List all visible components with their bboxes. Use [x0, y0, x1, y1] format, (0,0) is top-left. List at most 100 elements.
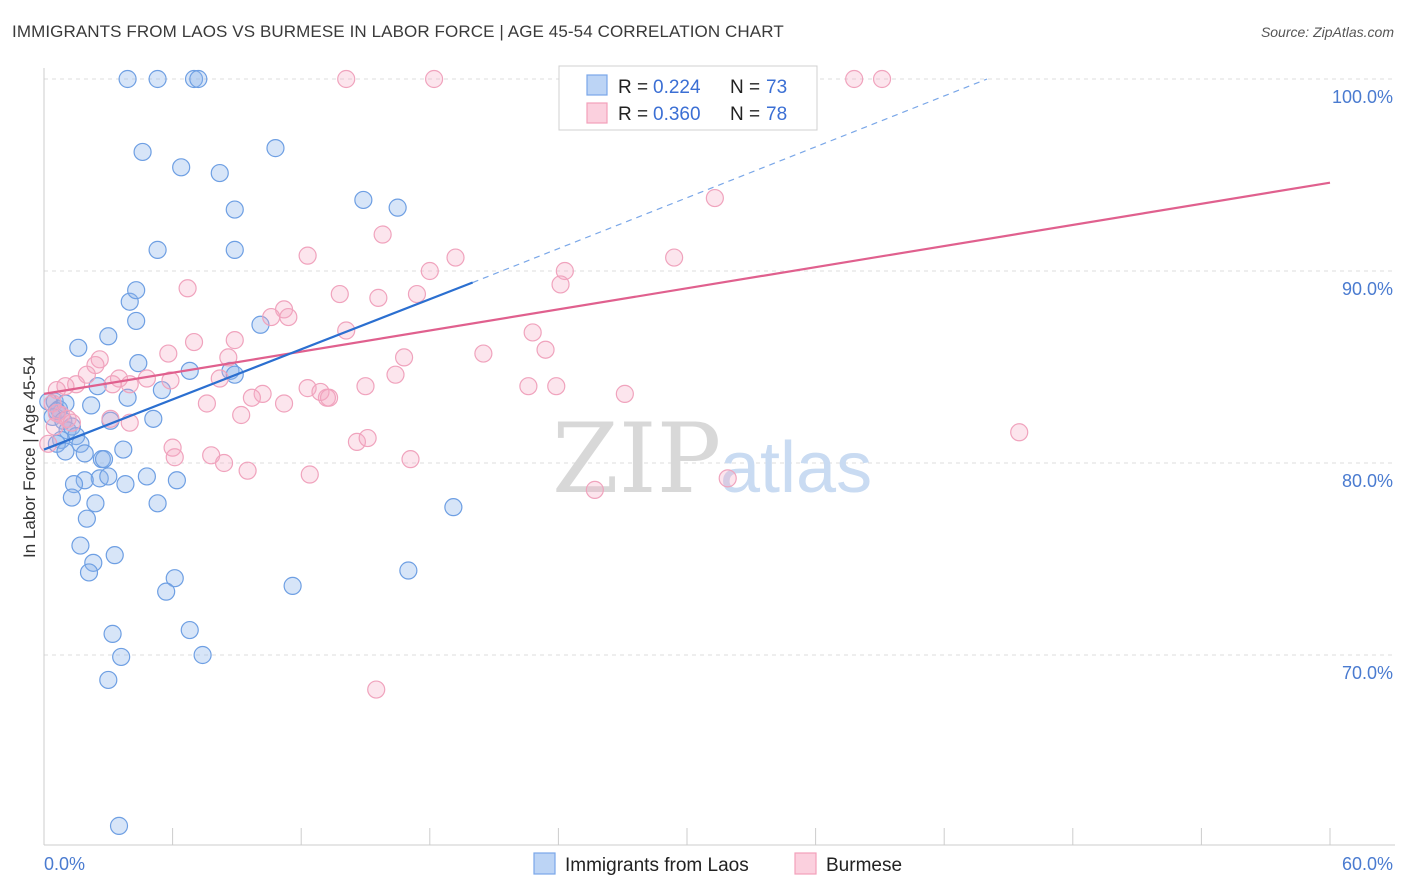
laos-point: [116, 475, 135, 494]
trend-lines: [43, 78, 1331, 451]
laos-point: [283, 576, 302, 595]
burmese-n-label: N =: [730, 104, 760, 125]
laos-point: [69, 338, 88, 357]
laos-point: [75, 471, 94, 490]
burmese-point: [165, 448, 184, 467]
burmese-point: [197, 394, 216, 413]
laos-point: [266, 139, 285, 158]
burmese-point: [279, 307, 298, 327]
laos-point: [79, 563, 99, 582]
laos-trend-line: [43, 281, 474, 451]
laos-r-label: R =: [618, 77, 648, 98]
burmese-point: [358, 428, 377, 448]
burmese-point: [45, 417, 64, 436]
watermark-atlas: atlas: [720, 428, 872, 508]
laos-point: [64, 475, 84, 494]
laos-point: [148, 240, 167, 259]
burmese-point: [159, 344, 178, 363]
burmese-point: [555, 261, 574, 281]
series-laos-points: [39, 69, 463, 835]
laos-point: [137, 467, 156, 486]
laos-point: [127, 311, 146, 331]
laos-point: [144, 409, 163, 428]
y-tick-label: 90.0%: [1342, 279, 1393, 299]
burmese-point: [225, 331, 244, 350]
burmese-trend-line: [43, 181, 1331, 395]
legend-laos-label: Immigrants from Laos: [565, 855, 749, 876]
laos-point: [99, 327, 118, 346]
laos-point: [148, 494, 167, 513]
laos-point: [133, 142, 152, 162]
burmese-point: [420, 261, 439, 281]
burmese-point: [369, 288, 388, 307]
laos-point: [82, 396, 101, 415]
burmese-point: [474, 344, 493, 363]
laos-point: [105, 546, 124, 565]
burmese-n-value: 78: [766, 104, 787, 125]
burmese-point: [872, 69, 892, 89]
burmese-point: [523, 323, 542, 342]
burmese-point: [386, 365, 405, 384]
laos-point: [99, 670, 118, 690]
burmese-point: [1010, 423, 1029, 442]
x-tick-labels: 0.0% 60.0%: [44, 854, 1393, 874]
watermark: ZIP atlas: [552, 403, 872, 515]
burmese-point: [536, 340, 555, 359]
stats-legend: R = 0.224 N = 73 R = 0.360 N = 78: [558, 65, 818, 131]
burmese-point: [161, 371, 180, 390]
laos-point: [99, 467, 118, 486]
laos-point: [157, 582, 176, 601]
laos-point: [118, 69, 137, 89]
laos-point: [120, 292, 139, 311]
laos-swatch: [586, 74, 608, 96]
burmese-point: [705, 188, 724, 208]
burmese-point: [337, 69, 356, 89]
y-tick-label: 70.0%: [1342, 663, 1393, 683]
laos-point: [86, 494, 105, 513]
burmese-point: [407, 284, 427, 304]
burmese-point: [615, 384, 634, 403]
y-axis-label: In Labor Force | Age 45-54: [20, 356, 39, 558]
legend-laos-swatch: [533, 852, 556, 875]
source-label: Source: ZipAtlas.com: [1260, 24, 1394, 40]
burmese-r-label: R =: [618, 104, 648, 125]
burmese-point: [551, 275, 570, 294]
legend-burmese-swatch: [794, 852, 817, 875]
burmese-point: [585, 480, 604, 499]
legend-burmese-label: Burmese: [826, 855, 902, 876]
burmese-point: [718, 469, 737, 488]
burmese-point: [356, 377, 375, 396]
series-legend: Immigrants from Laos Burmese: [533, 852, 902, 876]
laos-point: [114, 440, 133, 459]
laos-trend-extension: [472, 78, 988, 284]
burmese-point: [178, 279, 197, 298]
burmese-point: [300, 465, 319, 484]
burmese-point: [347, 432, 367, 451]
burmese-point: [219, 348, 238, 367]
laos-point: [225, 200, 244, 219]
burmese-point: [665, 248, 684, 267]
laos-n-label: N =: [730, 77, 760, 98]
laos-point: [388, 198, 407, 217]
burmese-point: [298, 246, 317, 265]
laos-point: [180, 620, 199, 640]
burmese-point: [845, 69, 864, 89]
burmese-swatch: [586, 102, 608, 124]
x-tick-label: 0.0%: [44, 854, 85, 874]
laos-point: [127, 281, 146, 300]
laos-point: [354, 190, 373, 210]
burmese-point: [330, 284, 349, 304]
laos-point: [118, 388, 137, 407]
y-tick-label: 100.0%: [1332, 87, 1393, 107]
laos-point: [112, 647, 131, 667]
y-tick-labels: 70.0% 80.0% 90.0% 100.0%: [1332, 87, 1393, 683]
burmese-point: [446, 248, 465, 267]
axes: [43, 68, 1395, 846]
burmese-point: [253, 384, 272, 403]
laos-point: [172, 158, 191, 177]
laos-n-value: 73: [766, 77, 787, 98]
laos-point: [444, 498, 463, 517]
burmese-point: [424, 69, 444, 89]
burmese-point: [394, 348, 414, 367]
